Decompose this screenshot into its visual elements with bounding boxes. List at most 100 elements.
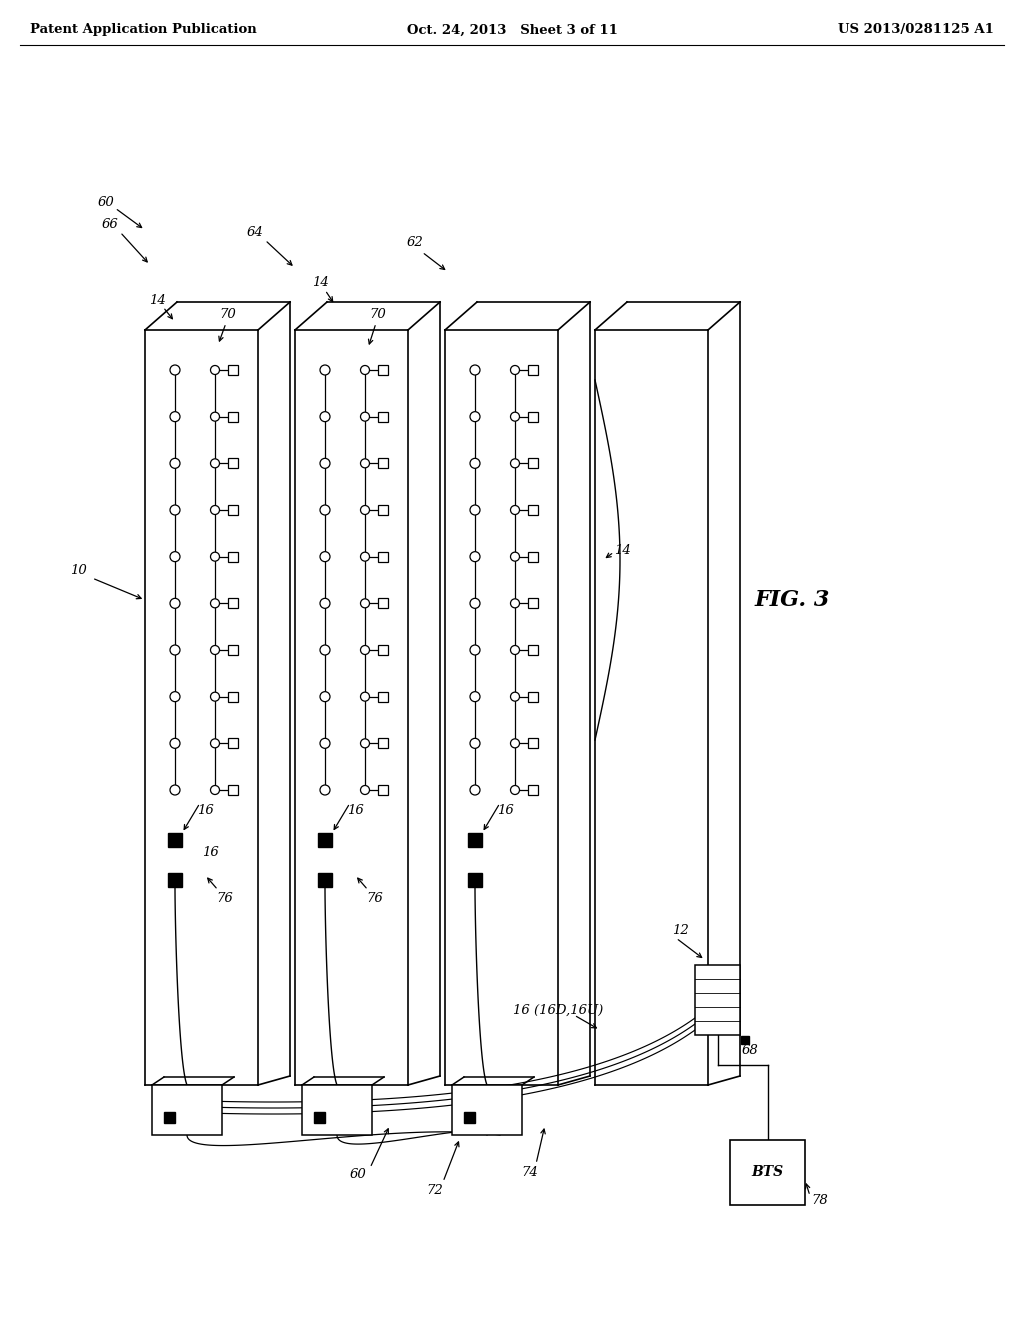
Bar	[378, 552, 388, 562]
Circle shape	[511, 412, 519, 421]
Bar	[468, 833, 482, 847]
Circle shape	[511, 692, 519, 701]
Bar	[378, 738, 388, 748]
Text: 14: 14	[148, 293, 165, 306]
Circle shape	[319, 552, 330, 562]
Circle shape	[511, 785, 519, 795]
Text: Patent Application Publication: Patent Application Publication	[30, 24, 257, 37]
Circle shape	[170, 785, 180, 795]
Bar	[528, 552, 538, 562]
Circle shape	[170, 458, 180, 469]
Circle shape	[470, 412, 480, 421]
Bar	[528, 692, 538, 702]
Text: 70: 70	[370, 309, 386, 322]
Circle shape	[360, 366, 370, 375]
Text: 76: 76	[217, 891, 233, 904]
Text: 16: 16	[202, 846, 218, 858]
Circle shape	[360, 459, 370, 467]
Bar	[228, 785, 238, 795]
Bar	[228, 506, 238, 515]
Circle shape	[470, 598, 480, 609]
Bar	[464, 1111, 475, 1123]
Bar	[378, 645, 388, 655]
Text: 78: 78	[812, 1193, 828, 1206]
Text: 76: 76	[367, 891, 383, 904]
Circle shape	[170, 692, 180, 702]
Circle shape	[360, 692, 370, 701]
Circle shape	[470, 366, 480, 375]
Bar	[318, 833, 332, 847]
Bar	[378, 692, 388, 702]
Circle shape	[170, 552, 180, 562]
Circle shape	[511, 599, 519, 607]
Circle shape	[211, 366, 219, 375]
Circle shape	[511, 739, 519, 748]
Text: 14: 14	[311, 276, 329, 289]
Bar	[378, 366, 388, 375]
Circle shape	[470, 552, 480, 562]
Bar	[228, 645, 238, 655]
Circle shape	[470, 692, 480, 702]
Circle shape	[170, 412, 180, 421]
Bar	[378, 458, 388, 469]
Text: 64: 64	[247, 226, 263, 239]
Bar	[168, 873, 182, 887]
Circle shape	[211, 412, 219, 421]
Bar	[228, 692, 238, 702]
Bar	[228, 738, 238, 748]
Text: 72: 72	[427, 1184, 443, 1196]
Bar	[168, 833, 182, 847]
Circle shape	[511, 645, 519, 655]
Bar	[528, 645, 538, 655]
Circle shape	[211, 785, 219, 795]
Circle shape	[319, 412, 330, 421]
Circle shape	[511, 366, 519, 375]
Circle shape	[170, 598, 180, 609]
Circle shape	[319, 738, 330, 748]
Circle shape	[360, 645, 370, 655]
Bar	[528, 458, 538, 469]
Text: FIG. 3: FIG. 3	[755, 589, 830, 611]
Circle shape	[319, 366, 330, 375]
Circle shape	[211, 506, 219, 515]
Circle shape	[511, 506, 519, 515]
Text: US 2013/0281125 A1: US 2013/0281125 A1	[838, 24, 994, 37]
Bar	[528, 366, 538, 375]
Text: 10: 10	[70, 564, 86, 577]
Bar	[228, 366, 238, 375]
Text: 70: 70	[219, 309, 237, 322]
Circle shape	[319, 645, 330, 655]
Text: 16: 16	[197, 804, 213, 817]
Bar	[452, 1085, 522, 1135]
Circle shape	[511, 552, 519, 561]
Text: 62: 62	[407, 235, 423, 248]
Bar	[164, 1111, 175, 1123]
Circle shape	[211, 599, 219, 607]
Text: Oct. 24, 2013   Sheet 3 of 11: Oct. 24, 2013 Sheet 3 of 11	[407, 24, 617, 37]
Bar	[378, 506, 388, 515]
Text: 66: 66	[101, 219, 119, 231]
Bar	[228, 552, 238, 562]
Circle shape	[360, 599, 370, 607]
Text: BTS: BTS	[752, 1166, 783, 1180]
Text: 68: 68	[741, 1044, 759, 1056]
Circle shape	[170, 366, 180, 375]
Circle shape	[360, 785, 370, 795]
Text: 16 (16D,16U): 16 (16D,16U)	[513, 1003, 603, 1016]
Bar	[528, 738, 538, 748]
Bar	[318, 873, 332, 887]
Bar	[468, 873, 482, 887]
Circle shape	[170, 738, 180, 748]
Circle shape	[211, 459, 219, 467]
Circle shape	[319, 458, 330, 469]
Circle shape	[170, 506, 180, 515]
Circle shape	[470, 785, 480, 795]
Circle shape	[360, 412, 370, 421]
Circle shape	[360, 739, 370, 748]
Bar	[378, 785, 388, 795]
Circle shape	[511, 459, 519, 467]
Text: 14: 14	[613, 544, 631, 557]
Bar	[730, 1140, 805, 1205]
Bar	[152, 1085, 222, 1135]
Circle shape	[470, 738, 480, 748]
